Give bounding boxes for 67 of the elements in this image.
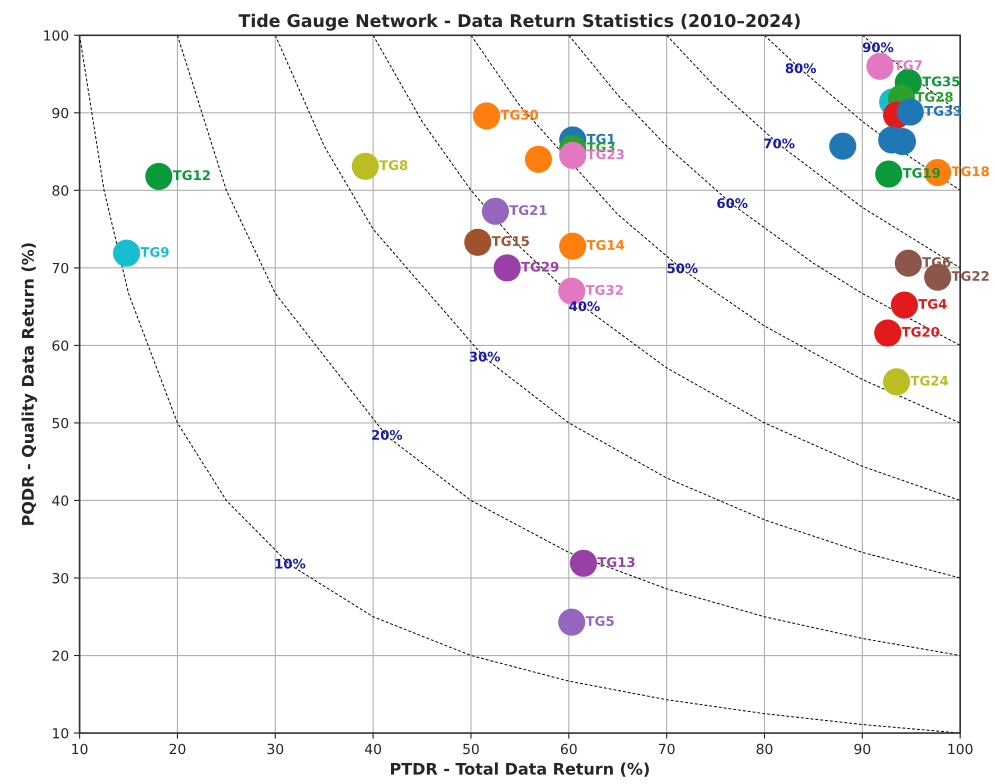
y-tick-label: 40 [52,495,68,506]
point [352,152,379,180]
point [875,160,902,188]
annotation: TG12 [172,170,210,180]
annotation: TG28 [915,92,953,102]
annotation: TG14 [586,240,624,250]
chart-title: Tide Gauge Network - Data Return Statistics (2010–2024) [238,14,800,31]
annotation: 80% [786,63,816,74]
annotation: TG21 [509,205,547,216]
annotation: TG24 [910,376,948,386]
annotation: 40% [569,301,600,312]
point [559,142,586,169]
point [558,608,586,636]
x-tick-label: 80 [756,744,772,754]
x-tick-label: 10 [72,744,88,754]
y-tick-label: 100 [44,30,68,41]
point [482,198,509,225]
point [464,228,492,256]
y-tick-label: 90 [52,108,68,118]
point [570,550,598,577]
annotation: TG20 [902,326,940,337]
point [890,292,918,319]
annotation: 90% [862,42,894,52]
point [874,319,902,347]
point [113,240,140,267]
y-tick-label: 30 [52,572,68,584]
annotation: 70% [764,138,795,148]
x-tick-label: 20 [170,744,186,754]
x-tick-label: 100 [948,744,973,754]
annotation: 30% [470,352,500,362]
x-tick-label: 30 [268,744,284,754]
y-tick-label: 10 [53,728,68,739]
point [473,102,500,130]
annotation: TG35 [922,76,960,86]
annotation: TG5 [586,616,614,626]
y-tick-label: 70 [52,262,68,274]
point [894,250,922,277]
annotation: TG9 [140,246,169,257]
annotation: 60% [717,198,748,208]
point [524,146,552,173]
annotation: 20% [372,430,402,440]
x-tick-label: 90 [854,744,870,754]
y-tick-label: 60 [52,340,68,351]
annotation: TG4 [918,298,947,309]
point [494,254,521,282]
annotation: TG30 [500,110,538,120]
annotation: TG15 [492,236,529,246]
y-tick-label: 20 [52,650,68,661]
y-tick-label: 50 [52,418,68,428]
annotation: TG7 [894,60,922,70]
point [829,132,856,160]
annotation: TG13 [597,557,635,568]
x-tick-label: 40 [364,744,382,754]
annotation: 10% [276,558,306,569]
point [559,232,586,260]
point [145,162,172,190]
y-axis-title: PQDR - Quality Data Return (%) [22,243,38,525]
x-tick-label: 50 [463,744,479,754]
annotation: TG8 [379,160,408,170]
x-tick-label: 60 [560,744,577,754]
y-tick-label: 80 [52,185,68,196]
point [883,368,910,396]
annotation: TG29 [521,262,558,272]
point [866,52,894,80]
x-axis-title: PTDR - Total Data Return (%) [391,762,649,777]
x-tick-label: 70 [658,744,675,754]
annotation: TG32 [586,284,623,295]
